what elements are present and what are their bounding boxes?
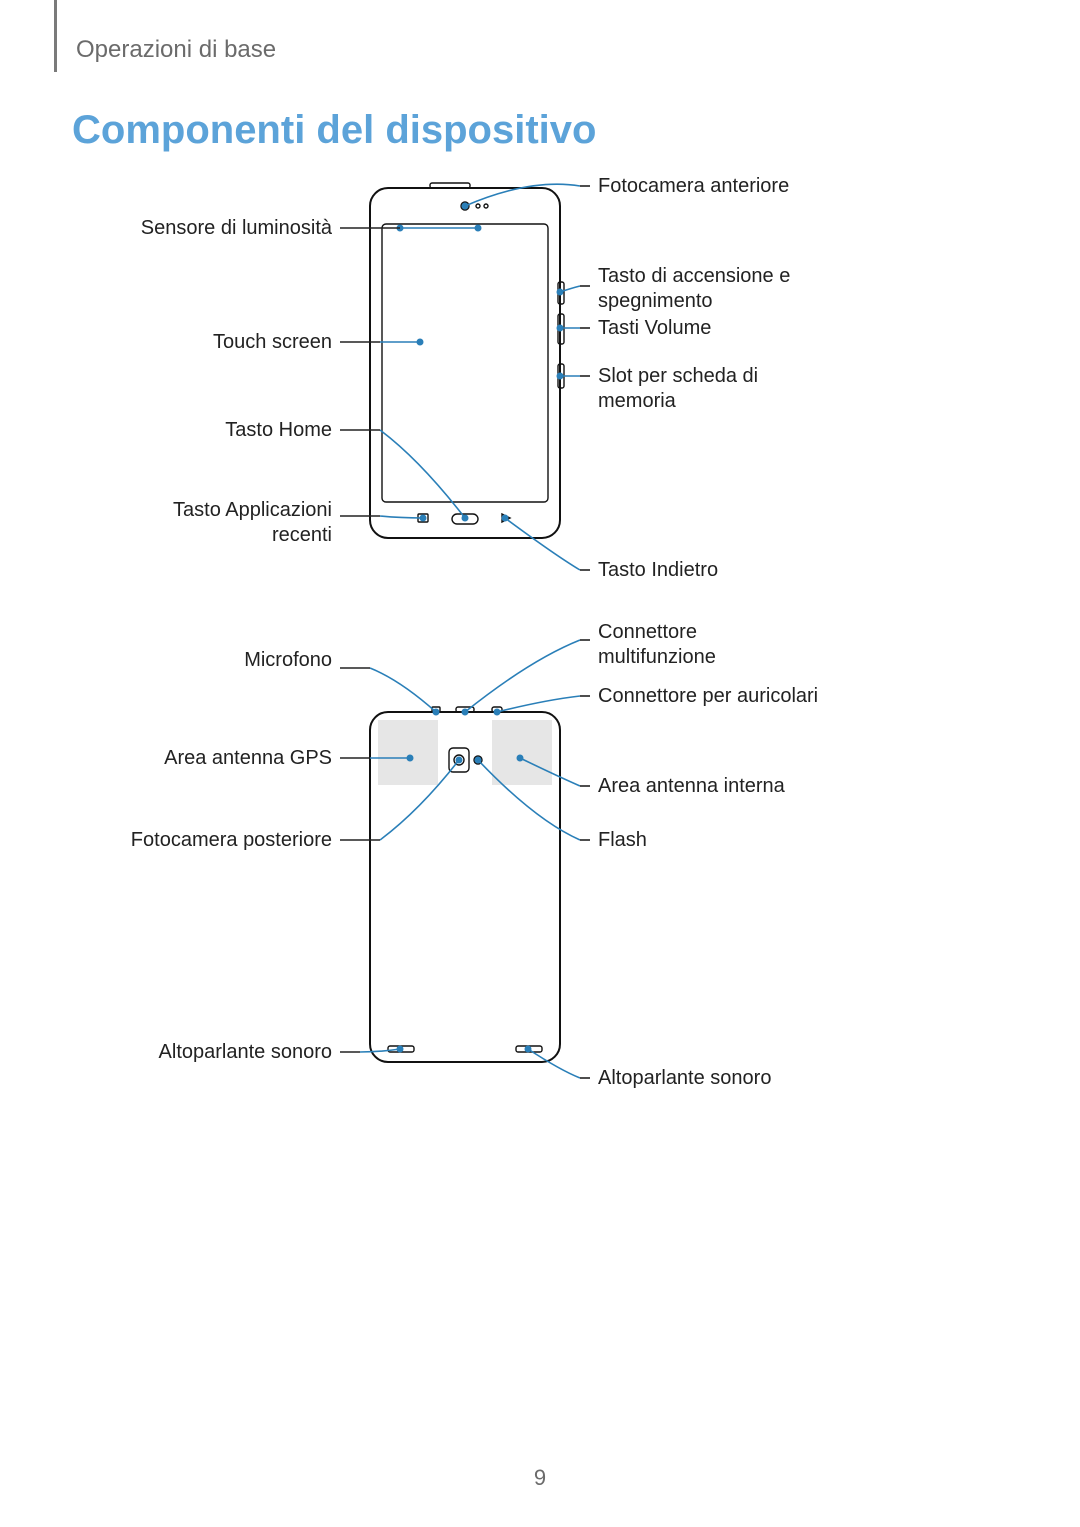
label-microphone: Microfono: [244, 648, 332, 673]
label-gps-antenna: Area antenna GPS: [164, 746, 332, 771]
label-back-key: Tasto Indietro: [598, 558, 718, 583]
label-home-key: Tasto Home: [225, 418, 332, 443]
label-power-key: Tasto di accensione e spegnimento: [598, 264, 790, 314]
label-recent-apps: Tasto Applicazioni recenti: [173, 498, 332, 548]
label-flash: Flash: [598, 828, 647, 853]
label-front-camera: Fotocamera anteriore: [598, 174, 789, 199]
label-touch-screen: Touch screen: [213, 330, 332, 355]
label-headphone-jack: Connettore per auricolari: [598, 684, 818, 709]
label-rear-camera: Fotocamera posteriore: [131, 828, 332, 853]
page-number: 9: [0, 1465, 1080, 1491]
label-volume-keys: Tasti Volume: [598, 316, 711, 341]
label-speaker-right: Altoparlante sonoro: [598, 1066, 771, 1091]
label-multi-connector: Connettore multifunzione: [598, 620, 716, 670]
label-light-sensor: Sensore di luminosità: [141, 216, 332, 241]
label-internal-antenna: Area antenna interna: [598, 774, 785, 799]
label-speaker-left: Altoparlante sonoro: [159, 1040, 332, 1065]
label-memory-slot: Slot per scheda di memoria: [598, 364, 758, 414]
